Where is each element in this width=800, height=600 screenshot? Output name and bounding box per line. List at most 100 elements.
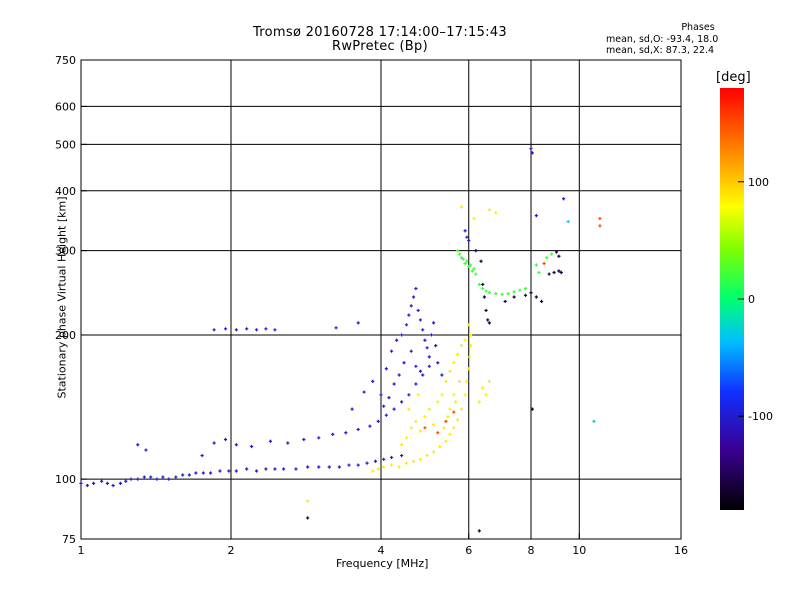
data-point xyxy=(389,455,394,460)
data-point xyxy=(414,419,418,423)
data-point xyxy=(468,263,473,267)
data-point xyxy=(456,352,460,357)
data-point xyxy=(448,432,452,437)
data-point xyxy=(397,465,401,469)
data-point xyxy=(557,269,561,273)
data-point xyxy=(456,249,460,253)
data-point xyxy=(418,318,423,322)
data-point xyxy=(327,465,331,469)
data-point xyxy=(384,413,388,417)
data-point xyxy=(479,259,483,263)
data-point xyxy=(454,400,458,404)
colorbar-ticks: 100 0 -100 xyxy=(738,176,773,423)
data-point xyxy=(85,483,89,488)
y-tick-label: 500 xyxy=(55,138,76,151)
data-point xyxy=(487,321,491,325)
data-point xyxy=(545,256,549,260)
data-point xyxy=(234,469,238,473)
data-point xyxy=(404,461,409,465)
data-point xyxy=(400,400,404,404)
data-point xyxy=(559,270,563,275)
data-point xyxy=(484,393,488,397)
x-tick-label: 10 xyxy=(572,544,586,557)
data-point xyxy=(438,444,442,449)
data-point xyxy=(382,457,386,461)
data-point xyxy=(474,249,478,253)
data-point xyxy=(431,321,436,325)
data-point xyxy=(503,299,507,304)
data-point xyxy=(286,441,290,445)
data-point xyxy=(494,291,498,296)
data-point xyxy=(529,291,533,295)
data-point xyxy=(448,407,452,411)
colorbar-tick-label: 0 xyxy=(748,293,755,306)
data-point xyxy=(414,382,418,386)
data-point xyxy=(155,477,159,481)
data-point xyxy=(142,475,146,479)
x-axis-label: Frequency [MHz] xyxy=(336,557,429,570)
data-point xyxy=(506,291,510,296)
data-point xyxy=(448,369,452,373)
data-point xyxy=(118,481,123,485)
phases-o-line: mean, sd,O: -93.4, 18.0 xyxy=(606,34,719,45)
data-point xyxy=(365,461,369,465)
chart-title: Tromsø 20160728 17:14:00–17:15:43 xyxy=(252,25,508,40)
data-point xyxy=(409,349,413,353)
x-tick-label: 16 xyxy=(674,544,688,557)
data-point xyxy=(539,299,544,304)
data-point xyxy=(467,355,472,359)
data-point xyxy=(477,400,481,404)
data-point xyxy=(457,379,462,383)
colorbar-tick-label: 100 xyxy=(748,176,769,189)
data-point xyxy=(598,216,602,221)
y-axis-label: Stationary phase Virtual Height [km] xyxy=(55,196,69,399)
y-tick-label: 75 xyxy=(62,533,76,546)
data-point xyxy=(537,270,541,275)
colorbar-tick-label: -100 xyxy=(748,410,773,423)
data-point xyxy=(273,467,277,471)
data-point xyxy=(456,418,460,422)
scatter-points xyxy=(79,146,602,533)
data-point xyxy=(379,393,383,397)
data-point xyxy=(534,295,538,299)
data-point xyxy=(550,252,554,256)
data-point xyxy=(414,364,418,368)
data-point xyxy=(470,269,474,273)
data-point xyxy=(425,346,429,350)
grid-lines xyxy=(80,59,682,540)
data-point xyxy=(144,448,148,452)
data-point xyxy=(557,254,561,258)
data-point xyxy=(542,261,546,266)
data-point xyxy=(347,463,351,467)
data-point xyxy=(468,344,473,348)
x-tick-labels: 1 2 4 6 8 10 16 xyxy=(78,544,689,557)
data-point xyxy=(523,293,528,297)
x-tick-label: 2 xyxy=(228,544,235,557)
data-point xyxy=(368,424,372,428)
data-point xyxy=(431,450,436,454)
data-point xyxy=(376,467,380,471)
data-point xyxy=(500,292,504,297)
data-point xyxy=(264,467,268,471)
data-point xyxy=(136,477,140,481)
data-point xyxy=(356,463,360,467)
data-point xyxy=(429,333,434,337)
data-point xyxy=(467,238,471,243)
data-point xyxy=(223,327,228,331)
data-point xyxy=(317,436,321,440)
data-point xyxy=(472,216,476,221)
data-point xyxy=(561,197,566,201)
data-point xyxy=(482,295,486,299)
data-point xyxy=(459,344,464,348)
data-point xyxy=(481,286,485,291)
data-point xyxy=(404,436,409,440)
data-point xyxy=(465,235,469,239)
data-point xyxy=(400,453,404,458)
data-point xyxy=(362,390,366,394)
data-point xyxy=(427,355,431,359)
data-point xyxy=(281,467,286,471)
data-point xyxy=(268,439,273,443)
data-point xyxy=(465,379,469,383)
data-point xyxy=(423,415,427,419)
data-point xyxy=(444,419,448,423)
